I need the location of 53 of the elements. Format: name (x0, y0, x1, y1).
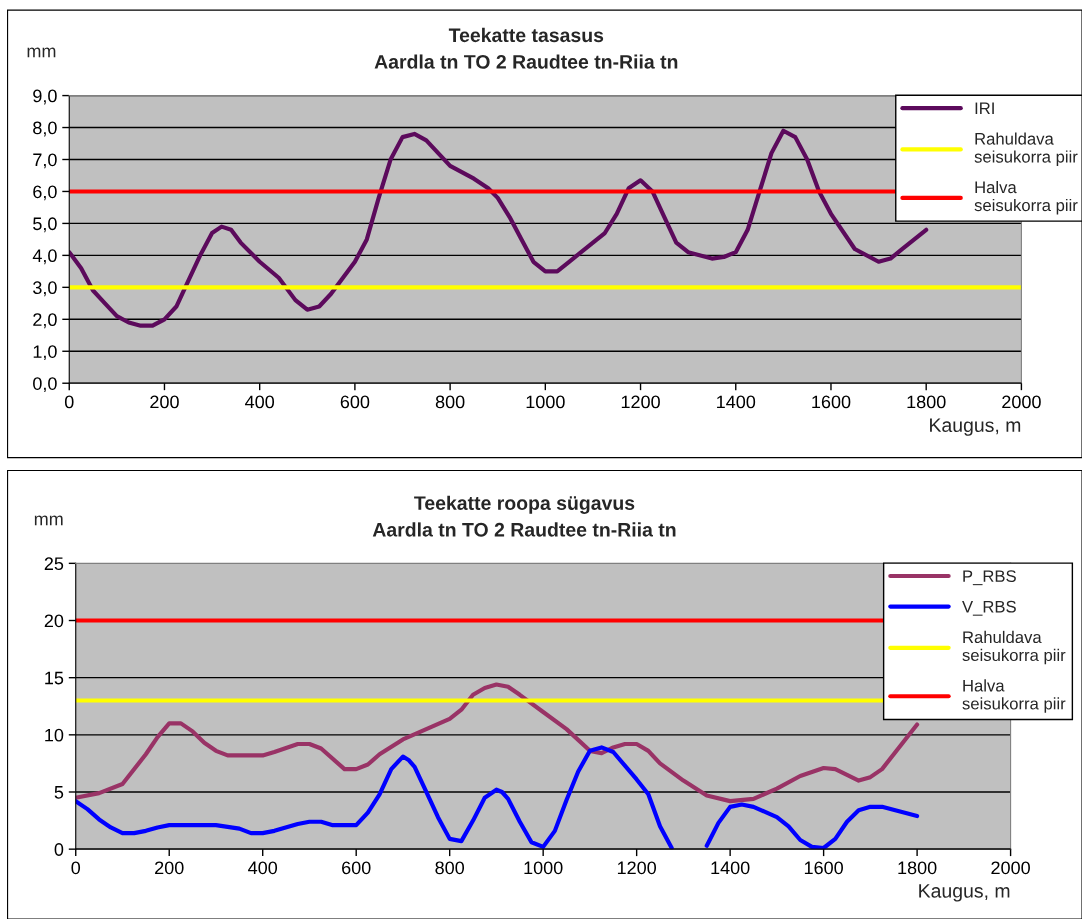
x-tick-label: 1000 (524, 861, 563, 875)
legend-label: Rahuldava seisukorra piir (974, 132, 1078, 166)
legend-label: Rahuldava seisukorra piir (962, 630, 1066, 665)
chart-title: Teekatte tasasus Aardla tn TO 2 Raudtee tn-Riia tn (374, 27, 678, 69)
x-tick-label: 800 (435, 861, 465, 875)
x-axis-title: Kaugus, m (930, 418, 1021, 436)
legend-label: IRI (975, 102, 994, 115)
x-tick-label: 0 (71, 861, 81, 875)
y-axis-title: mm (34, 515, 63, 526)
x-tick-label: 1400 (711, 861, 750, 875)
x-tick-label: 200 (155, 861, 184, 875)
y-tick-label: 0 (54, 843, 64, 856)
y-tick-label: 15 (45, 671, 64, 685)
legend-label: Halva seisukorra piir (962, 679, 1066, 713)
y-tick-label: 5 (54, 786, 64, 799)
line-series (69, 128, 929, 328)
y-tick-label: 3,0 (33, 281, 57, 297)
x-axis-title: Kaugus, m (919, 884, 1010, 902)
x-tick-label: 600 (340, 395, 370, 409)
x-tick-label: 800 (435, 395, 465, 409)
x-tick-label: 400 (248, 861, 278, 875)
x-tick-label: 400 (245, 395, 275, 409)
y-tick-label: 8,0 (33, 121, 57, 137)
y-tick-label: 7,0 (33, 153, 57, 169)
y-tick-label: 4,0 (32, 249, 57, 265)
x-tick-label: 0 (64, 395, 74, 409)
x-tick-label: 200 (150, 395, 179, 409)
y-tick-label: 0,0 (33, 377, 57, 393)
y-tick-label: 25 (44, 557, 64, 571)
line-series (75, 682, 920, 804)
y-tick-label: 9,0 (33, 89, 57, 105)
y-tick-label: 5,0 (33, 217, 57, 233)
x-tick-label: 1800 (907, 395, 946, 409)
y-tick-label: 2,0 (33, 313, 57, 329)
ref-line-label: Halva seisukorra piir (974, 180, 1078, 215)
y-tick-label: 6,0 (33, 185, 57, 201)
x-tick-label: 1800 (898, 861, 937, 875)
y-tick-label: 20 (44, 614, 64, 628)
x-tick-label: 2000 (1002, 395, 1041, 409)
x-tick-label: 600 (342, 861, 371, 875)
x-tick-label: 1200 (617, 861, 657, 875)
x-tick-label: 1200 (621, 395, 660, 409)
x-tick-label: 1600 (812, 395, 851, 409)
chart-title: Teekatte roopa sügavus Aardla tn TO 2 Raudtee tn-Riia tn (372, 495, 676, 537)
y-tick-label: 1,0 (33, 345, 57, 361)
x-tick-label: 2000 (991, 861, 1030, 875)
legend-label: P_RBS (963, 570, 1016, 586)
y-axis-title: mm (27, 47, 56, 58)
x-tick-label: 1000 (526, 395, 565, 409)
x-tick-label: 1600 (804, 861, 843, 875)
legend-label: V_RBS (962, 600, 1016, 616)
y-tick-label: 10 (45, 728, 64, 742)
x-tick-label: 1400 (717, 395, 756, 409)
